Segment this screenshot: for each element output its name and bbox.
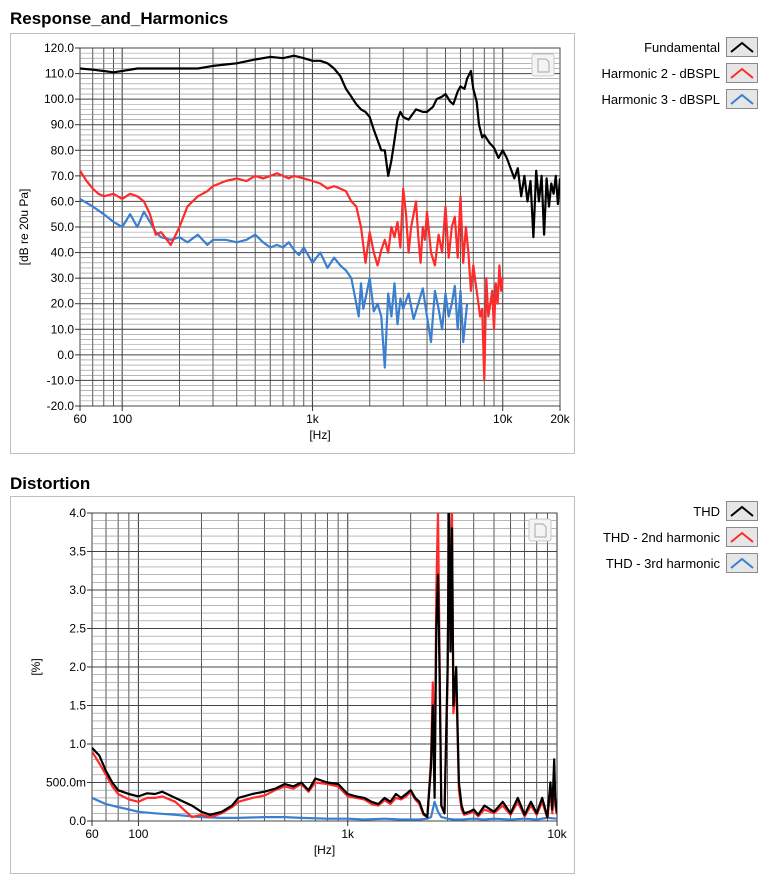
y-tick-label: 100.0 <box>44 92 74 106</box>
x-tick-label: 1k <box>341 827 355 841</box>
chart2-legend: THD THD - 2nd harmonic THD - 3rd harmoni… <box>578 497 758 577</box>
y-tick-label: 2.5 <box>69 622 86 636</box>
thd-2nd-swatch-icon[interactable] <box>726 527 758 547</box>
y-tick-label: 90.0 <box>51 118 75 132</box>
y-tick-label: 80.0 <box>51 143 75 157</box>
legend-label: Harmonic 2 - dBSPL <box>601 65 721 81</box>
y-tick-label: 40.0 <box>51 246 75 260</box>
x-tick-label: 10k <box>547 827 567 841</box>
graph-palette-glyph-icon <box>537 58 550 73</box>
graph-palette-icon <box>528 518 552 542</box>
x-tick-label: 100 <box>112 412 132 426</box>
legend-label: THD - 2nd harmonic <box>602 529 720 545</box>
x-axis-label: [Hz] <box>314 843 335 857</box>
x-tick-label: 100 <box>128 827 148 841</box>
y-tick-label: 120.0 <box>44 41 74 55</box>
y-tick-label: 1.5 <box>69 699 86 713</box>
y-tick-label: 10.0 <box>51 322 75 336</box>
chart2-title: Distortion <box>10 474 91 493</box>
y-tick-label: -10.0 <box>47 373 75 387</box>
y-tick-label: 2.0 <box>69 660 86 674</box>
legend-item-thd-2nd[interactable]: THD - 2nd harmonic <box>603 527 758 547</box>
legend-item-thd[interactable]: THD <box>693 501 758 521</box>
legend-item-harmonic-2[interactable]: Harmonic 2 - dBSPL <box>601 63 758 83</box>
x-tick-label: 10k <box>493 412 513 426</box>
y-tick-label: 0.0 <box>69 814 86 828</box>
chart1-title: Response_and_Harmonics <box>10 9 229 28</box>
y-tick-label: 110.0 <box>45 67 74 81</box>
y-tick-label: 20.0 <box>51 297 75 311</box>
series-line <box>92 513 557 819</box>
y-tick-label: 3.5 <box>69 545 86 559</box>
x-tick-label: 60 <box>73 412 87 426</box>
y-tick-label: 4.0 <box>69 506 86 520</box>
harmonic-2-swatch-icon[interactable] <box>726 63 758 83</box>
series-line <box>80 170 504 382</box>
y-tick-label: 60.0 <box>51 194 75 208</box>
fundamental-swatch-icon[interactable] <box>726 37 758 57</box>
x-tick-label: 60 <box>85 827 99 841</box>
x-tick-label: 20k <box>550 412 570 426</box>
y-tick-label: -20.0 <box>47 399 75 413</box>
y-axis-label: [%] <box>29 658 43 675</box>
legend-item-harmonic-3[interactable]: Harmonic 3 - dBSPL <box>601 89 758 109</box>
x-axis-label: [Hz] <box>309 428 330 442</box>
thd-3rd-swatch-icon[interactable] <box>726 553 758 573</box>
legend-label: Harmonic 3 - dBSPL <box>601 91 721 107</box>
legend-label: THD - 3rd harmonic <box>605 555 720 571</box>
y-tick-label: 70.0 <box>51 169 75 183</box>
y-tick-label: 500.0m <box>46 776 86 790</box>
legend-item-thd-3rd[interactable]: THD - 3rd harmonic <box>606 553 758 573</box>
harmonic-3-swatch-icon[interactable] <box>726 89 758 109</box>
legend-label: Fundamental <box>644 39 720 55</box>
y-tick-label: 1.0 <box>69 737 86 751</box>
thd-swatch-icon[interactable] <box>726 501 758 521</box>
y-axis-label: [dB re 20u Pa] <box>17 189 31 266</box>
y-tick-label: 50.0 <box>51 220 75 234</box>
y-tick-label: 0.0 <box>57 348 74 362</box>
graph-palette-glyph-icon <box>534 523 547 538</box>
x-tick-label: 1k <box>306 412 320 426</box>
legend-item-fundamental[interactable]: Fundamental <box>644 37 758 57</box>
series-line <box>92 796 557 821</box>
y-tick-label: 3.0 <box>69 583 86 597</box>
chart1-legend: Fundamental Harmonic 2 - dBSPL Harmonic … <box>578 33 758 113</box>
legend-label: THD <box>693 503 720 519</box>
y-tick-label: 30.0 <box>51 271 75 285</box>
series-line <box>80 54 560 239</box>
